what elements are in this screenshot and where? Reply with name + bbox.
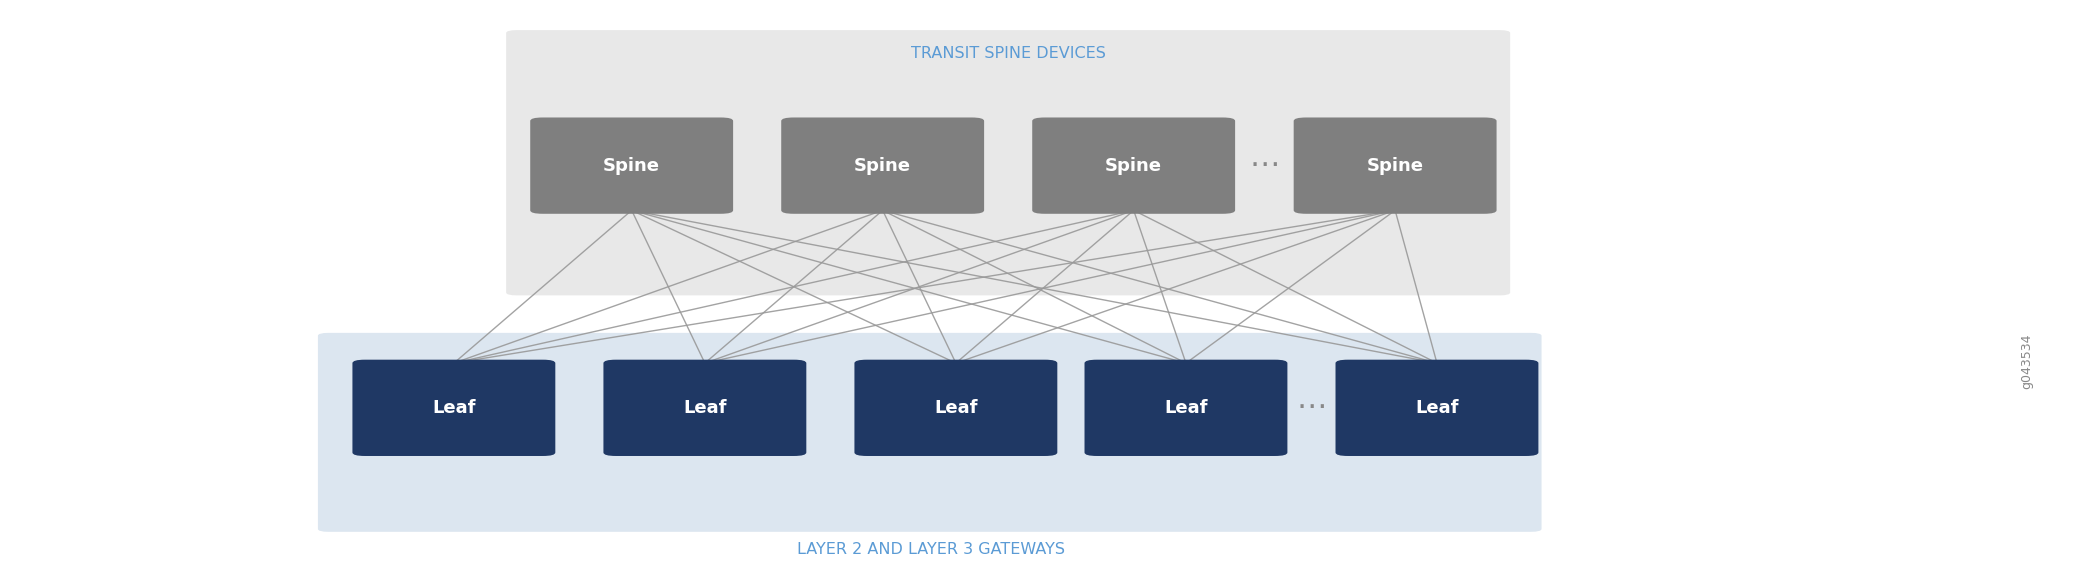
Text: Leaf: Leaf — [682, 399, 727, 417]
FancyBboxPatch shape — [353, 360, 554, 456]
Text: LAYER 2 AND LAYER 3 GATEWAYS: LAYER 2 AND LAYER 3 GATEWAYS — [796, 542, 1065, 556]
Text: ⋯: ⋯ — [1296, 393, 1327, 422]
FancyBboxPatch shape — [529, 118, 733, 214]
FancyBboxPatch shape — [781, 118, 985, 214]
Text: Leaf: Leaf — [1163, 399, 1208, 417]
FancyBboxPatch shape — [855, 360, 1056, 456]
Text: Leaf: Leaf — [1415, 399, 1460, 417]
Text: Spine: Spine — [855, 157, 911, 175]
Text: Spine: Spine — [1105, 157, 1161, 175]
FancyBboxPatch shape — [506, 30, 1510, 295]
Text: ⋯: ⋯ — [1250, 151, 1279, 180]
FancyBboxPatch shape — [603, 360, 806, 456]
Text: Spine: Spine — [1367, 157, 1424, 175]
Text: Spine: Spine — [603, 157, 659, 175]
FancyBboxPatch shape — [1084, 360, 1287, 456]
FancyBboxPatch shape — [1033, 118, 1235, 214]
FancyBboxPatch shape — [317, 333, 1541, 532]
Text: g043534: g043534 — [2020, 334, 2033, 390]
Text: TRANSIT SPINE DEVICES: TRANSIT SPINE DEVICES — [911, 46, 1105, 61]
FancyBboxPatch shape — [1294, 118, 1497, 214]
Text: Leaf: Leaf — [433, 399, 475, 417]
Text: Leaf: Leaf — [934, 399, 979, 417]
FancyBboxPatch shape — [1336, 360, 1539, 456]
